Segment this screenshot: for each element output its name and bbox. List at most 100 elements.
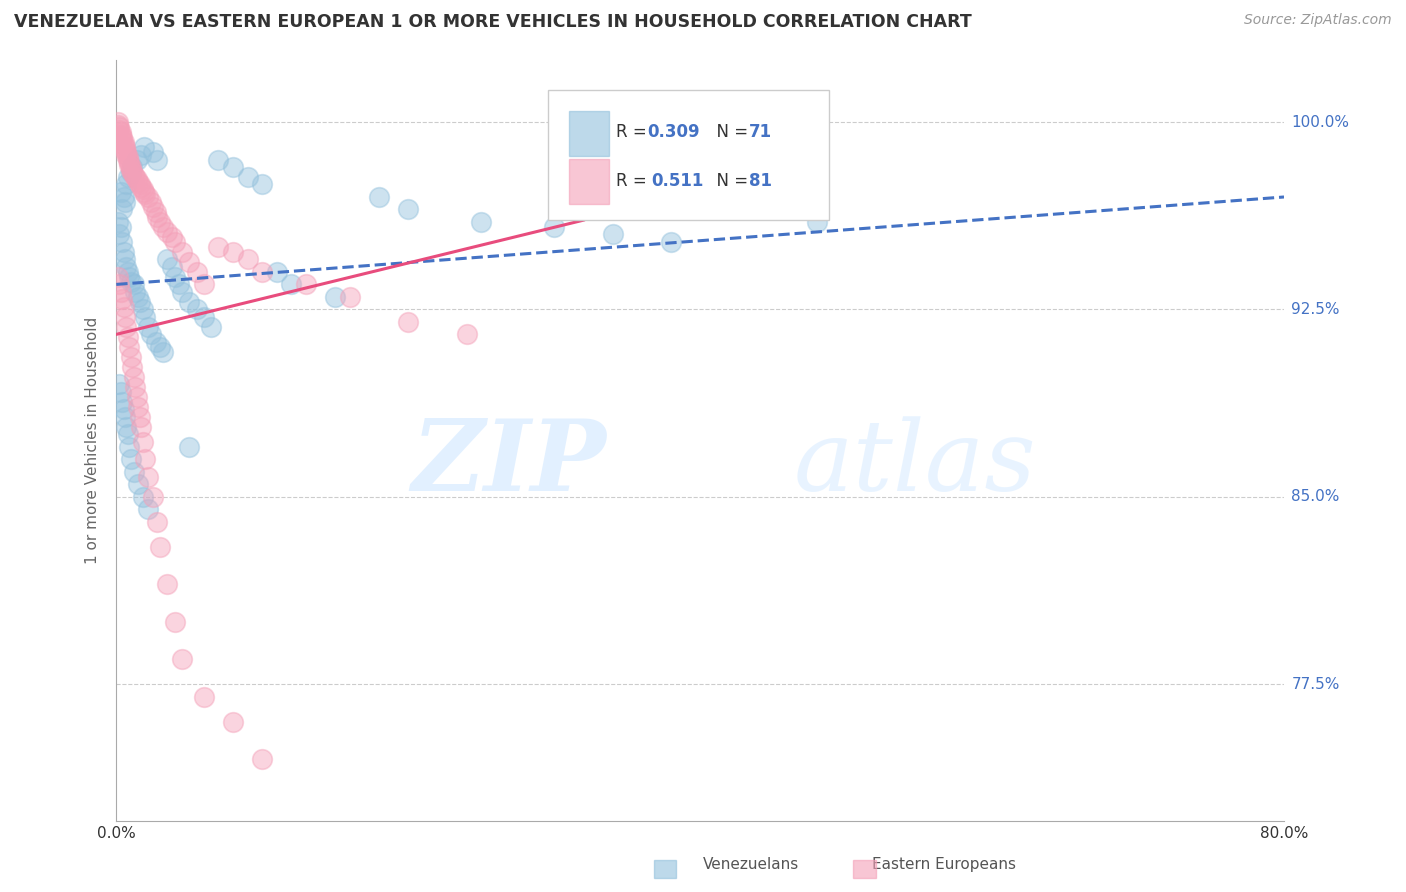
Text: 71: 71 (749, 123, 772, 141)
Point (115, 178, 138, 192)
Point (129, 180, 152, 194)
Point (170, 285, 193, 299)
Point (339, 290, 361, 304)
Point (149, 540, 172, 554)
Point (124, 285, 146, 299)
Point (114, 252, 136, 267)
Point (122, 277, 145, 292)
Point (112, 300, 135, 314)
Point (128, 409, 150, 424)
Point (127, 400, 149, 414)
Point (167, 277, 190, 292)
Point (125, 172, 148, 186)
Point (806, 215, 828, 229)
Point (193, 277, 215, 292)
Point (295, 277, 318, 292)
Point (118, 269, 141, 284)
Point (120, 160, 142, 174)
Point (138, 190, 160, 204)
Point (112, 244, 135, 259)
Point (112, 137, 135, 152)
Point (108, 122, 131, 136)
Point (323, 290, 346, 304)
Point (118, 155, 141, 169)
Point (122, 465, 145, 479)
Point (156, 252, 179, 267)
Point (129, 419, 152, 434)
Point (132, 140, 155, 154)
Point (193, 310, 215, 324)
Point (117, 169, 139, 184)
Point (236, 169, 259, 184)
Point (120, 452, 142, 467)
Point (396, 315, 419, 329)
Point (170, 652, 193, 666)
Point (222, 244, 245, 259)
Point (114, 140, 136, 154)
Point (115, 260, 138, 274)
Point (142, 490, 165, 504)
Point (108, 120, 131, 134)
Point (111, 132, 134, 146)
Point (114, 409, 136, 424)
Point (222, 714, 245, 729)
Point (125, 390, 148, 404)
Point (149, 340, 172, 354)
Text: 81: 81 (749, 172, 772, 191)
FancyBboxPatch shape (548, 90, 828, 219)
Point (107, 118, 129, 132)
Text: atlas: atlas (793, 416, 1036, 511)
Text: Venezuelans: Venezuelans (703, 857, 799, 872)
Point (170, 244, 193, 259)
Point (146, 210, 169, 224)
Point (470, 215, 492, 229)
Point (132, 185, 155, 199)
Point (121, 165, 143, 179)
Point (222, 160, 245, 174)
Point (368, 190, 391, 204)
Point (134, 187, 156, 202)
Point (129, 147, 152, 161)
Point (131, 182, 153, 196)
Point (118, 440, 141, 454)
Point (127, 477, 149, 491)
Point (602, 227, 624, 242)
Point (200, 319, 222, 334)
Text: N =: N = (706, 123, 754, 141)
Point (114, 143, 136, 157)
Text: VENEZUELAN VS EASTERN EUROPEAN 1 OR MORE VEHICLES IN HOUSEHOLD CORRELATION CHART: VENEZUELAN VS EASTERN EUROPEAN 1 OR MORE… (14, 13, 972, 31)
Point (124, 380, 146, 394)
Point (146, 153, 169, 167)
Point (152, 344, 174, 359)
Point (252, 752, 274, 766)
Point (396, 202, 419, 217)
Point (121, 359, 143, 374)
Point (163, 235, 186, 249)
Point (111, 293, 134, 307)
Point (179, 255, 201, 269)
Point (156, 225, 179, 239)
Text: 92.5%: 92.5% (1291, 301, 1340, 317)
Point (128, 178, 150, 192)
Point (107, 215, 129, 229)
Point (252, 265, 274, 279)
Point (134, 310, 156, 324)
Point (186, 265, 208, 279)
Point (236, 252, 259, 267)
Point (131, 434, 153, 449)
Point (543, 219, 565, 234)
Point (131, 490, 153, 504)
Point (117, 153, 139, 167)
Point (111, 130, 134, 145)
Point (138, 319, 160, 334)
Point (112, 402, 135, 417)
Point (111, 235, 134, 249)
Point (115, 319, 138, 334)
Point (160, 230, 183, 244)
Point (120, 350, 142, 364)
Point (110, 384, 132, 399)
Point (111, 202, 134, 217)
Text: Source: ZipAtlas.com: Source: ZipAtlas.com (1244, 13, 1392, 28)
Point (193, 690, 215, 704)
Text: 85.0%: 85.0% (1291, 489, 1340, 504)
